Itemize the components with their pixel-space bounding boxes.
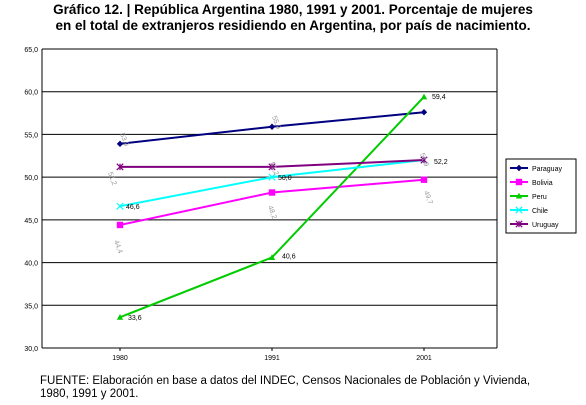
x-tick-label: 1991 <box>264 355 280 362</box>
point-chile-1980-stroke <box>116 202 124 210</box>
x-tick-label: 2001 <box>416 355 432 362</box>
y-tick-label: 60,0 <box>24 90 38 97</box>
data-labels: 53,9 55,9 44,4 48,2 49,7 33,6 40,6 59,4 46,6 50,0… <box>106 94 448 322</box>
line-chart: 30,0 35,0 40,0 45,0 50,0 55,0 60,0 65,0 1980 199… <box>24 47 577 362</box>
point-paraguay-1991 <box>268 123 276 130</box>
data-label-uruguay-1991: 51,2 <box>268 161 279 176</box>
data-label-peru-1991: 40,6 <box>282 253 296 260</box>
legend-label-chile: Chile <box>532 208 548 215</box>
y-tick-label: 50,0 <box>24 175 38 182</box>
series-group <box>116 93 428 320</box>
point-peru-2001 <box>420 93 428 100</box>
source-line-2: 1980, 1991 y 2001. <box>40 388 139 400</box>
y-tick-label: 65,0 <box>24 47 38 54</box>
chart-title: Gráfico 12. | República Argentina 1980, … <box>0 2 586 34</box>
legend-marker-paraguay <box>515 164 523 172</box>
y-tick-label: 55,0 <box>24 132 38 139</box>
legend-marker-bolivia <box>515 178 523 186</box>
legend: Paraguay Bolivia Peru Chile Uruguay <box>505 158 577 234</box>
data-label-uruguay-1980: 51,2 <box>106 171 117 186</box>
point-chile-1991-stroke <box>268 173 276 181</box>
data-label-bolivia-2001: 49,7 <box>422 190 433 205</box>
legend-marker-chile <box>515 206 523 214</box>
point-peru-1991 <box>268 254 276 261</box>
point-bolivia-1980 <box>116 221 124 229</box>
point-chile-1991 <box>268 173 276 181</box>
point-peru-1980 <box>116 314 124 320</box>
point-bolivia-2001 <box>420 176 428 183</box>
data-label-bolivia-1980: 44,4 <box>112 239 123 254</box>
legend-marker-chile-stroke <box>515 206 523 214</box>
y-tick-label: 40,0 <box>24 261 38 268</box>
y-tick-label: 35,0 <box>24 303 38 310</box>
point-chile-1980 <box>116 202 124 210</box>
legend-label-uruguay: Uruguay <box>532 222 559 229</box>
x-axis: 1980 1991 2001 <box>112 348 432 362</box>
point-uruguay-2001 <box>420 156 428 164</box>
data-label-peru-1980: 33,6 <box>128 315 142 322</box>
legend-marker-peru <box>515 192 523 199</box>
y-axis: 30,0 35,0 40,0 45,0 50,0 55,0 60,0 65,0 <box>24 47 38 353</box>
data-label-uruguay-2001: 52,2 <box>434 159 448 166</box>
data-label-bolivia-1991: 48,2 <box>266 205 277 220</box>
y-tick-label: 30,0 <box>24 346 38 353</box>
point-paraguay-1980 <box>116 140 124 148</box>
data-label-chile-1991: 50,0 <box>278 175 292 182</box>
legend-label-peru: Peru <box>532 194 547 201</box>
data-label-chile-1980: 46,6 <box>126 204 140 211</box>
chart-title-line-2: en el total de extranjeros residiendo en… <box>55 18 531 33</box>
point-paraguay-2001 <box>420 109 428 116</box>
point-uruguay-1991 <box>268 163 276 171</box>
chart-title-line-1: Gráfico 12. | República Argentina 1980, … <box>53 2 533 17</box>
source-line-1: FUENTE: Elaboración en base a datos del … <box>40 375 531 387</box>
y-tick-label: 45,0 <box>24 218 38 225</box>
data-label-paraguay-1991: 55,9 <box>270 115 281 130</box>
data-label-chile-2001: 51,9 <box>418 152 429 167</box>
data-label-paraguay-1980: 53,9 <box>118 132 129 147</box>
point-uruguay-1980 <box>116 163 124 171</box>
data-label-peru-2001: 59,4 <box>432 94 446 101</box>
legend-label-bolivia: Bolivia <box>532 180 553 187</box>
point-bolivia-1991 <box>268 189 276 196</box>
source-note: FUENTE: Elaboración en base a datos del … <box>40 375 586 401</box>
legend-label-paraguay: Paraguay <box>532 166 562 173</box>
x-tick-label: 1980 <box>112 355 128 362</box>
legend-marker-uruguay <box>515 220 523 228</box>
gridlines <box>41 48 498 349</box>
